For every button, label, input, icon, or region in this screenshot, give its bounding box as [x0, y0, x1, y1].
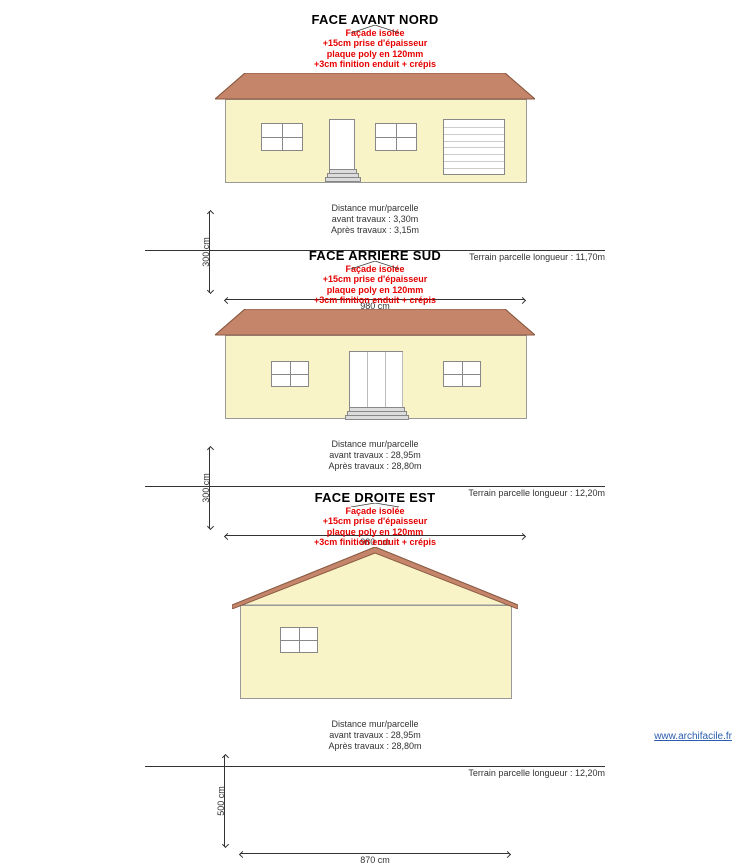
elevation-est: FACE DROITE ESTFaçade isolée+15cm prise …: [0, 490, 750, 776]
distance-text: Distance mur/parcelleavant travaux : 28,…: [0, 719, 750, 751]
window: [271, 361, 309, 387]
front-door: [329, 119, 355, 173]
window: [443, 361, 481, 387]
footer-url[interactable]: www.archifacile.fr: [654, 731, 732, 742]
elevation-nord: FACE AVANT NORDFaçade isolée+15cm prise …: [0, 12, 750, 260]
elevation-sud: FACE ARRIERE SUDFaçade isolée+15cm prise…: [0, 248, 750, 496]
terrain-line: Terrain parcelle longueur : 12,20m: [145, 758, 605, 776]
window: [280, 627, 318, 653]
distance-text: Distance mur/parcelleavant travaux : 3,3…: [0, 203, 750, 235]
window: [375, 123, 417, 151]
garage-door: [443, 119, 505, 175]
width-dimension: 870 cm: [240, 853, 510, 865]
distance-text: Distance mur/parcelleavant travaux : 28,…: [0, 439, 750, 471]
patio-door: [349, 351, 403, 411]
window: [261, 123, 303, 151]
